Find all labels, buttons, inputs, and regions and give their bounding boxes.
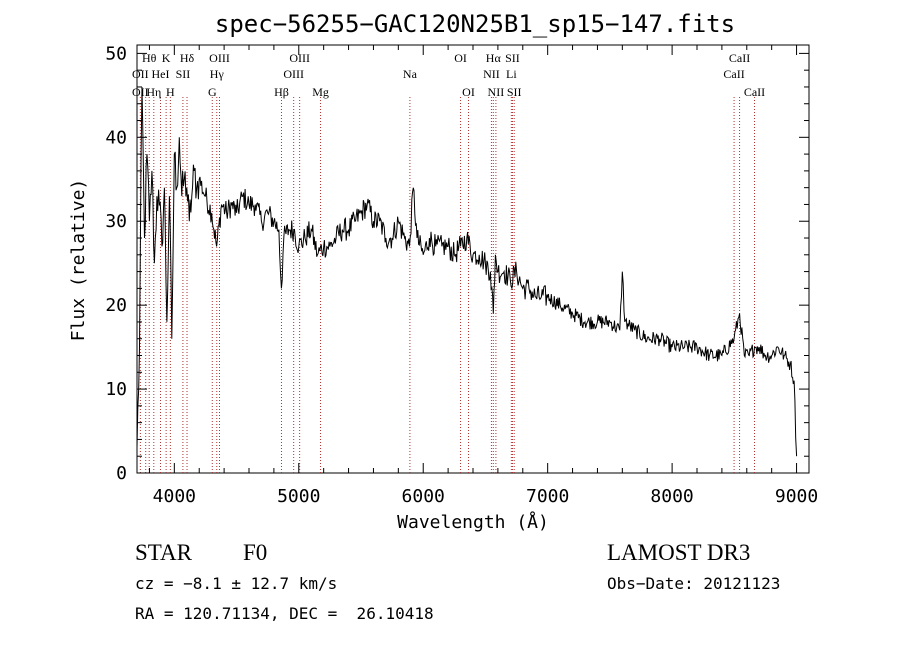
line-label: OI — [454, 51, 467, 65]
line-label: Mg — [312, 85, 329, 99]
x-tick-label: 5000 — [277, 486, 320, 507]
line-label: Hη — [146, 85, 161, 99]
y-tick-label: 20 — [105, 295, 127, 316]
chart-title: spec−56255−GAC120N25B1_sp15−147.fits — [215, 10, 735, 38]
line-label: Hθ — [142, 51, 157, 65]
object-class: STAR — [135, 540, 192, 565]
line-label: G — [208, 85, 217, 99]
x-tick-label: 6000 — [402, 486, 445, 507]
line-label: SII — [505, 51, 520, 65]
y-tick-label: 0 — [116, 463, 127, 484]
x-tick-label: 8000 — [650, 486, 693, 507]
survey-name: LAMOST DR3 — [607, 540, 751, 565]
y-tick-label: 10 — [105, 379, 127, 400]
line-label: NII — [483, 67, 500, 81]
line-label: K — [162, 51, 171, 65]
line-label: OI — [462, 85, 475, 99]
spectral-line-markers — [139, 97, 755, 473]
line-label: Hα — [486, 51, 502, 65]
observation-date: Obs−Date: 20121123 — [607, 574, 781, 593]
line-label: CaII — [744, 85, 765, 99]
y-tick-label: 50 — [105, 43, 127, 64]
line-label: SII — [507, 85, 522, 99]
y-axis-label: Flux (relative) — [68, 179, 89, 342]
x-tick-label: 7000 — [526, 486, 569, 507]
line-label: OIII — [289, 51, 310, 65]
x-tick-label: 9000 — [775, 486, 818, 507]
line-label: H — [166, 85, 175, 99]
x-tick-label: 4000 — [153, 486, 196, 507]
redshift-readout: cz = −8.1 ± 12.7 km/s — [135, 574, 338, 593]
line-label: Li — [506, 67, 517, 81]
line-label: Hδ — [180, 51, 195, 65]
coordinates-readout: RA = 120.71134, DEC = 26.10418 — [135, 604, 434, 623]
line-label: Na — [403, 67, 418, 81]
line-label: CaII — [723, 67, 744, 81]
line-label: OIII — [209, 51, 230, 65]
line-label: HeI — [152, 67, 170, 81]
object-subclass: F0 — [243, 540, 268, 565]
line-label: CaII — [729, 51, 750, 65]
line-label: Hγ — [210, 67, 225, 81]
spectrum-line — [136, 86, 798, 457]
y-tick-label: 40 — [105, 127, 127, 148]
line-label: SII — [176, 67, 191, 81]
line-label: Hβ — [274, 85, 289, 99]
line-label: OII — [132, 67, 149, 81]
y-tick-label: 30 — [105, 211, 127, 232]
line-label: NII — [488, 85, 505, 99]
axis-ticks: 4000 5000 6000 7000 8000 9000 0 10 20 30 40 50 — [105, 43, 818, 507]
line-label: OII — [132, 85, 149, 99]
x-axis-label: Wavelength (Å) — [397, 511, 549, 533]
line-label: OIII — [283, 67, 304, 81]
